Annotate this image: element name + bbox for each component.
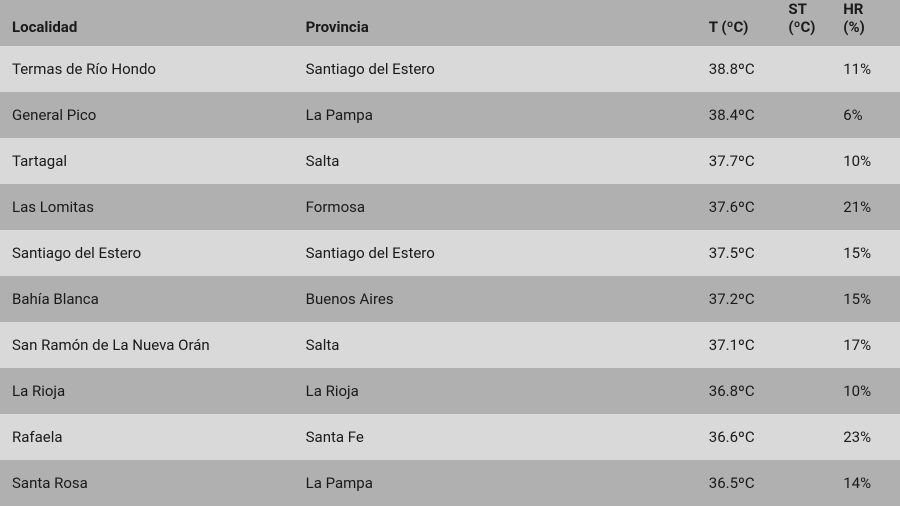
header-label-line2: (%) — [843, 18, 888, 36]
cell-localidad: Santiago del Estero — [12, 244, 306, 262]
cell-provincia: Santiago del Estero — [306, 244, 709, 262]
cell-t: 37.6ºC — [709, 198, 789, 216]
cell-provincia: Santiago del Estero — [306, 60, 709, 78]
cell-t: 37.1ºC — [709, 336, 789, 354]
header-label: Localidad — [12, 18, 77, 36]
cell-t: 38.8ºC — [709, 60, 789, 78]
col-header-st: ST (ºC) — [788, 0, 843, 36]
cell-localidad: Termas de Río Hondo — [12, 60, 306, 78]
table-row: Rafaela Santa Fe 36.6ºC 23% — [0, 414, 900, 460]
cell-localidad: Rafaela — [12, 428, 306, 446]
cell-t: 36.6ºC — [709, 428, 789, 446]
table-header-row: Localidad Provincia T (ºC) ST (ºC) HR (%… — [0, 0, 900, 46]
table-row: Tartagal Salta 37.7ºC 10% — [0, 138, 900, 184]
header-label-line2: (ºC) — [788, 18, 835, 36]
table-row: La Rioja La Rioja 36.8ºC 10% — [0, 368, 900, 414]
cell-provincia: Salta — [306, 152, 709, 170]
cell-localidad: San Ramón de La Nueva Orán — [12, 336, 306, 354]
table-row: San Ramón de La Nueva Orán Salta 37.1ºC … — [0, 322, 900, 368]
cell-provincia: La Rioja — [306, 382, 709, 400]
cell-hr: 15% — [843, 290, 888, 308]
cell-hr: 14% — [843, 474, 888, 492]
cell-t: 36.5ºC — [709, 474, 789, 492]
cell-provincia: La Pampa — [306, 106, 709, 124]
header-label-line1: HR — [843, 0, 888, 18]
cell-hr: 6% — [843, 106, 888, 124]
table-row: Santiago del Estero Santiago del Estero … — [0, 230, 900, 276]
table-row: Las Lomitas Formosa 37.6ºC 21% — [0, 184, 900, 230]
table-row: General Pico La Pampa 38.4ºC 6% — [0, 92, 900, 138]
cell-localidad: Santa Rosa — [12, 474, 306, 492]
cell-localidad: Las Lomitas — [12, 198, 306, 216]
cell-localidad: Bahía Blanca — [12, 290, 306, 308]
cell-provincia: Buenos Aires — [306, 290, 709, 308]
cell-hr: 21% — [843, 198, 888, 216]
table-row: Bahía Blanca Buenos Aires 37.2ºC 15% — [0, 276, 900, 322]
cell-provincia: La Pampa — [306, 474, 709, 492]
cell-t: 37.5ºC — [709, 244, 789, 262]
col-header-t: T (ºC) — [709, 18, 789, 36]
table-row: Santa Rosa La Pampa 36.5ºC 14% — [0, 460, 900, 506]
cell-hr: 11% — [843, 60, 888, 78]
cell-hr: 23% — [843, 428, 888, 446]
cell-provincia: Salta — [306, 336, 709, 354]
header-label: T (ºC) — [709, 18, 749, 36]
cell-hr: 10% — [843, 382, 888, 400]
header-label-line1: ST — [788, 0, 835, 18]
col-header-localidad: Localidad — [12, 18, 306, 36]
cell-provincia: Formosa — [306, 198, 709, 216]
cell-t: 36.8ºC — [709, 382, 789, 400]
table-row: Termas de Río Hondo Santiago del Estero … — [0, 46, 900, 92]
header-label: Provincia — [306, 18, 369, 36]
cell-hr: 10% — [843, 152, 888, 170]
cell-hr: 17% — [843, 336, 888, 354]
cell-t: 38.4ºC — [709, 106, 789, 124]
col-header-hr: HR (%) — [843, 0, 888, 36]
col-header-provincia: Provincia — [306, 18, 709, 36]
cell-localidad: Tartagal — [12, 152, 306, 170]
weather-table: Localidad Provincia T (ºC) ST (ºC) HR (%… — [0, 0, 900, 506]
cell-provincia: Santa Fe — [306, 428, 709, 446]
cell-localidad: La Rioja — [12, 382, 306, 400]
cell-localidad: General Pico — [12, 106, 306, 124]
cell-t: 37.2ºC — [709, 290, 789, 308]
cell-t: 37.7ºC — [709, 152, 789, 170]
cell-hr: 15% — [843, 244, 888, 262]
